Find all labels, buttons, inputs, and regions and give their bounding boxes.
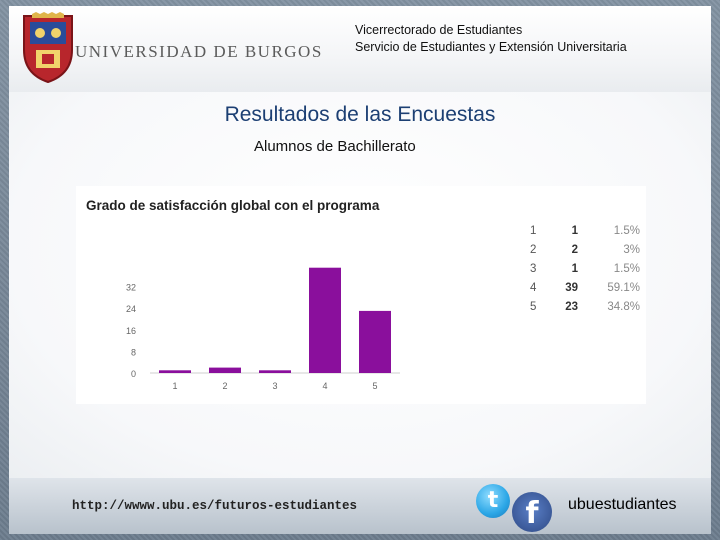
summary-category: 1: [530, 224, 537, 237]
bar: [309, 267, 341, 373]
summary-percentage: 59.1%: [607, 281, 640, 294]
y-tick-label: 8: [131, 347, 136, 357]
org-line-2: Servicio de Estudiantes y Extensión Univ…: [355, 40, 627, 54]
summary-count: 2: [571, 243, 578, 256]
university-name: UNIVERSIDAD DE BURGOS: [75, 42, 323, 61]
header-band: [9, 6, 711, 92]
summary-category: 3: [530, 262, 537, 275]
page-title: Resultados de las Encuestas: [224, 103, 496, 126]
page-subtitle: Alumnos de Bachillerato: [254, 138, 416, 155]
facebook-icon[interactable]: f: [512, 492, 552, 532]
summary-percentage: 1.5%: [613, 262, 640, 275]
summary-count: 1: [571, 262, 578, 275]
bar: [209, 367, 241, 373]
y-tick-label: 32: [126, 283, 136, 293]
summary-count: 23: [565, 300, 578, 313]
summary-row: 1 1 1.5%: [530, 221, 640, 240]
x-tick-label: 2: [222, 381, 227, 391]
coat-of-arms-icon: [23, 12, 73, 84]
summary-table: 1 1 1.5% 2 2 3% 3 1 1.5% 4 39 59.1% 5 23 34.8%: [530, 221, 640, 316]
footer-band: [9, 478, 711, 534]
y-tick-label: 16: [126, 326, 136, 336]
summary-percentage: 1.5%: [613, 224, 640, 237]
summary-row: 2 2 3%: [530, 240, 640, 259]
bar-chart: 0 8 16 24 32 1 2 3 4 5: [126, 267, 400, 391]
y-tick-label: 0: [131, 369, 136, 379]
summary-count: 39: [565, 281, 578, 294]
summary-category: 2: [530, 243, 537, 256]
summary-percentage: 34.8%: [607, 300, 640, 313]
x-tick-label: 1: [172, 381, 177, 391]
summary-category: 4: [530, 281, 537, 294]
summary-percentage: 3%: [623, 243, 640, 256]
summary-count: 1: [571, 224, 578, 237]
y-tick-label: 24: [126, 304, 136, 314]
summary-row: 3 1 1.5%: [530, 259, 640, 278]
summary-category: 5: [530, 300, 537, 313]
summary-row: 5 23 34.8%: [530, 297, 640, 316]
bar: [259, 370, 291, 373]
bar: [159, 370, 191, 373]
org-line-1: Vicerrectorado de Estudiantes: [355, 23, 523, 37]
x-tick-label: 3: [272, 381, 277, 391]
chart-title: Grado de satisfacción global con el prog…: [86, 198, 380, 213]
social-handle[interactable]: ubuestudiantes: [568, 496, 677, 513]
university-logo: [18, 12, 278, 84]
header-organization: Vicerrectorado de Estudiantes Servicio d…: [355, 22, 627, 56]
twitter-icon[interactable]: t: [476, 484, 510, 518]
bar: [359, 310, 391, 373]
x-tick-label: 4: [322, 381, 327, 391]
summary-row: 4 39 59.1%: [530, 278, 640, 297]
x-tick-label: 5: [372, 381, 377, 391]
footer-url[interactable]: http://wwww.ubu.es/futuros-estudiantes: [72, 499, 358, 513]
